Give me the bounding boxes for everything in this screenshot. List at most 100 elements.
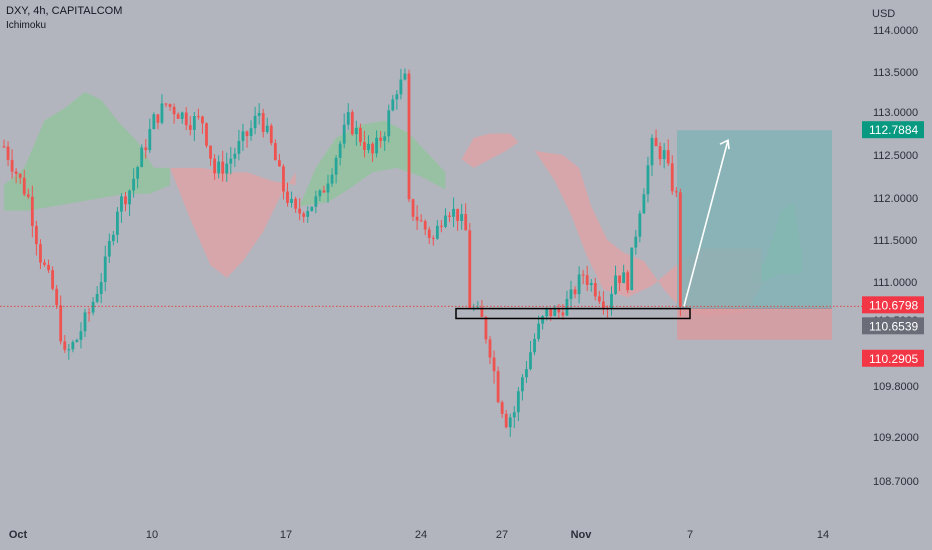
candle-body — [35, 225, 38, 245]
candle-body — [561, 312, 565, 316]
cloud-bearish — [461, 133, 519, 168]
candle-body — [30, 196, 34, 226]
price-badge-label: 112.7884 — [869, 123, 918, 137]
candle-body — [658, 146, 662, 160]
candle-body — [99, 282, 103, 295]
time-tick-label: Oct — [9, 529, 28, 541]
price-badge-label: 110.6798 — [869, 298, 918, 312]
candle-body — [569, 289, 573, 299]
candle-body — [310, 206, 314, 212]
candle-body — [508, 417, 512, 428]
candle-body — [322, 190, 326, 193]
candle-body — [6, 146, 10, 160]
candle-body — [597, 296, 601, 302]
candle-body — [172, 106, 176, 115]
candle-body — [160, 103, 164, 123]
candle-body — [152, 114, 156, 130]
candle-body — [614, 275, 617, 294]
candle-body — [589, 283, 593, 285]
candle-body — [448, 215, 451, 217]
candle-body — [241, 131, 245, 141]
candle-body — [294, 198, 297, 209]
candle-body — [63, 341, 67, 350]
candle-body — [10, 159, 14, 172]
long-position-tool[interactable] — [677, 130, 832, 340]
price-badge — [862, 317, 924, 335]
cloud-bullish — [299, 120, 446, 207]
candle-body — [521, 377, 524, 392]
candle-body — [423, 221, 427, 230]
candle-body — [585, 275, 589, 285]
candle-body — [342, 124, 346, 144]
candle-body — [237, 140, 241, 154]
candle-body — [282, 166, 285, 192]
candle-body — [484, 316, 488, 340]
support-box[interactable] — [455, 307, 691, 320]
candles — [2, 68, 682, 437]
candle-body — [379, 137, 383, 141]
candle-body — [298, 208, 302, 214]
candle-body — [350, 112, 354, 135]
candle-body — [626, 272, 630, 291]
price-badge — [862, 296, 924, 314]
candle-body — [95, 294, 99, 302]
candle-body — [403, 73, 407, 80]
time-tick-label: 14 — [817, 529, 829, 541]
candle-body — [427, 229, 431, 238]
target-zone[interactable] — [677, 130, 832, 309]
candle-body — [205, 123, 208, 146]
price-tick-label: 113.0000 — [873, 107, 918, 119]
time-tick-label: Nov — [571, 529, 593, 541]
candle-body — [492, 357, 496, 372]
candle-body — [634, 236, 638, 248]
candle-body — [67, 349, 71, 351]
candle-body — [565, 298, 569, 316]
candle-body — [168, 104, 172, 107]
candle-body — [496, 371, 500, 403]
price-tick-label: 111.0000 — [873, 277, 917, 289]
time-tick-label: 10 — [146, 529, 158, 541]
candle-body — [330, 174, 334, 184]
indicator-legend[interactable]: Ichimoku — [6, 20, 47, 31]
candle-body — [354, 127, 358, 135]
time-tick-label: 7 — [687, 529, 693, 541]
candle-body — [103, 256, 107, 283]
candle-body — [132, 178, 135, 191]
candle-body — [43, 262, 46, 265]
candle-body — [180, 112, 184, 119]
candle-body — [91, 301, 95, 313]
candle-body — [411, 199, 415, 217]
candle-body — [468, 230, 472, 308]
price-axis[interactable]: USD 114.0000 113.5000 113.0000 112.5000 112.0… — [862, 8, 924, 488]
symbol-title[interactable]: DXY, 4h, CAPITALCOM — [6, 5, 123, 17]
candle-body — [83, 312, 87, 332]
stop-zone[interactable] — [677, 308, 832, 340]
candle-body — [480, 307, 484, 317]
drawings[interactable] — [0, 138, 862, 320]
candle-body — [678, 192, 682, 307]
candle-body — [144, 147, 148, 151]
candle-body — [192, 116, 196, 130]
candle-body — [622, 272, 626, 284]
price-tick-label: 108.7000 — [873, 476, 919, 488]
time-axis[interactable]: Oct 10 17 24 27 Nov 7 14 — [9, 529, 829, 541]
time-tick-label: 27 — [496, 529, 508, 541]
candle-body — [269, 125, 273, 144]
candle-body — [136, 167, 140, 179]
candle-body — [213, 158, 216, 174]
candle-body — [529, 352, 532, 370]
candle-body — [435, 225, 439, 239]
candle-body — [209, 145, 212, 159]
currency-label: USD — [872, 8, 895, 20]
candle-body — [176, 114, 180, 119]
target-arrow[interactable] — [683, 139, 729, 307]
candle-body — [249, 128, 253, 137]
candle-body — [14, 171, 18, 174]
candle-body — [642, 194, 646, 214]
candle-body — [545, 308, 549, 317]
candle-body — [59, 305, 63, 342]
candle-body — [557, 308, 561, 313]
candle-body — [674, 191, 678, 193]
